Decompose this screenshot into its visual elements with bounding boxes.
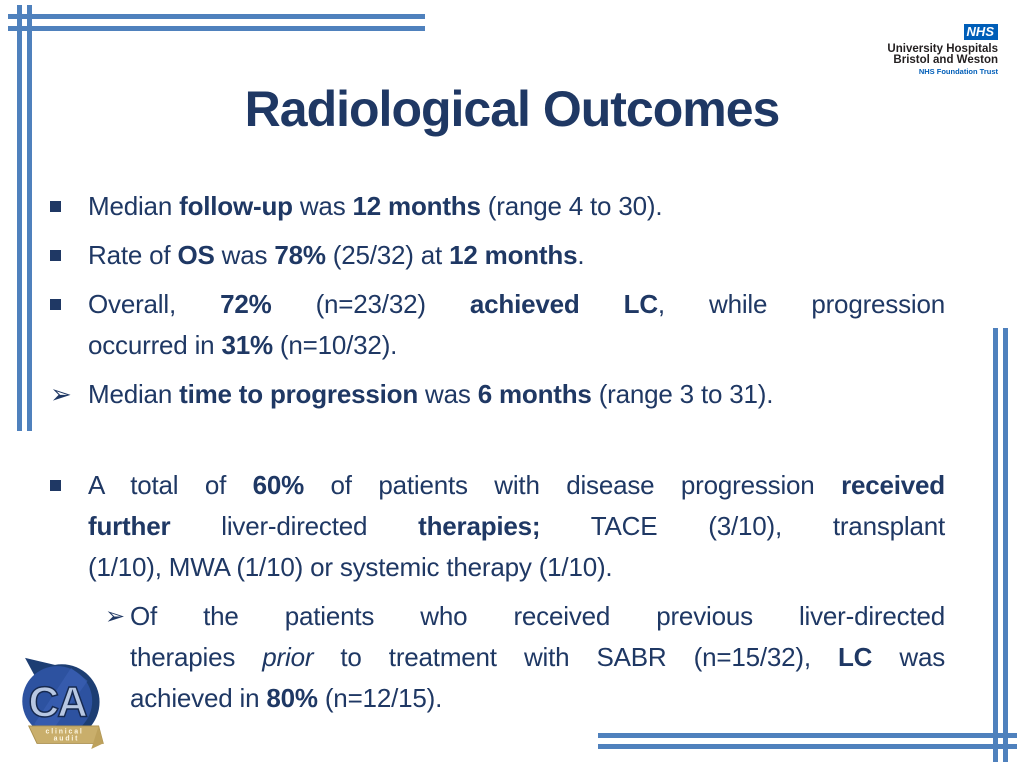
clinical-audit-logo: CA clinical audit (22, 657, 104, 749)
bullet-text: Of the patients who received previous li… (130, 596, 945, 719)
square-bullet-icon (50, 235, 88, 276)
nhs-org-name: University Hospitals Bristol and Weston (887, 44, 998, 65)
decor-line-left-vertical-1 (17, 5, 22, 431)
arrow-bullet-glyph: ➢ (50, 379, 72, 409)
decor-line-right-vertical-2 (1003, 328, 1008, 762)
decor-line-right-vertical-1 (993, 328, 998, 762)
bullet-list: Median follow-up was 12 months (range 4 … (50, 186, 945, 727)
bullet-text-line: Median follow-up was 12 months (range 4 … (88, 191, 663, 221)
square-bullet-glyph (50, 250, 61, 261)
decor-line-top-horizontal-1 (8, 14, 425, 19)
decor-line-left-vertical-2 (27, 5, 32, 431)
ca-logo-letters: CA (29, 679, 88, 726)
arrow-bullet-glyph: ➢ (105, 603, 125, 630)
page-title: Radiological Outcomes (244, 81, 781, 137)
bullet-item: A total of 60% of patients with disease … (50, 465, 945, 588)
bullet-text-line: (1/10), MWA (1/10) or systemic therapy (… (88, 552, 613, 582)
square-bullet-icon (50, 284, 88, 366)
nhs-org-line1: University Hospitals (887, 43, 998, 55)
nhs-icon: NHS (963, 24, 998, 40)
bullet-item: Median follow-up was 12 months (range 4 … (50, 186, 945, 227)
bullet-text: Overall, 72% (n=23/32) achieved LC, whil… (88, 284, 945, 366)
bullet-text-line: occurred in 31% (n=10/32). (88, 330, 398, 360)
bullet-text: A total of 60% of patients with disease … (88, 465, 945, 588)
ca-logo-banner-fold-icon (91, 725, 104, 749)
arrow-bullet-icon: ➢ (50, 374, 88, 415)
decor-line-bottom-horizontal-2 (598, 744, 1017, 749)
bullet-text-line: Of the patients who received previous li… (130, 601, 945, 631)
square-bullet-glyph (50, 480, 61, 491)
bullet-text: Median follow-up was 12 months (range 4 … (88, 186, 945, 227)
square-bullet-glyph (50, 299, 61, 310)
bullet-text-line: A total of 60% of patients with disease … (88, 470, 945, 500)
ca-logo-arrow-tail-icon (25, 657, 57, 682)
ca-logo-caption-line1: clinical (46, 728, 84, 735)
nhs-org-line2: Bristol and Weston (893, 53, 998, 66)
decor-line-top-horizontal-2 (8, 26, 425, 31)
bullet-text-line: further liver-directed therapies; TACE (… (88, 511, 946, 541)
nhs-trust-logo: NHS University Hospitals Bristol and Wes… (887, 24, 998, 76)
bullet-item: Rate of OS was 78% (25/32) at 12 months. (50, 235, 945, 276)
bullet-item: ➢ Median time to progression was 6 months… (50, 374, 945, 415)
bullet-text-line: Rate of OS was 78% (25/32) at 12 months. (88, 240, 585, 270)
arrow-bullet-icon: ➢ (105, 596, 130, 719)
bullet-text-line: achieved in 80% (n=12/15). (130, 683, 443, 713)
square-bullet-glyph (50, 201, 61, 212)
bullet-text-line: Median time to progression was 6 months … (88, 379, 774, 409)
bullet-item: Overall, 72% (n=23/32) achieved LC, whil… (50, 284, 945, 366)
square-bullet-icon (50, 186, 88, 227)
nhs-logo-text: NHS (966, 24, 994, 39)
bullet-text: Median time to progression was 6 months … (88, 374, 945, 415)
nhs-foundation-trust-label: NHS Foundation Trust (918, 67, 998, 76)
ca-logo-banner-icon (27, 725, 104, 744)
bullet-text-line: Overall, 72% (n=23/32) achieved LC, whil… (88, 289, 945, 319)
square-bullet-icon (50, 465, 88, 588)
bullet-item: ➢ Of the patients who received previous l… (105, 596, 945, 719)
ca-logo-band-icon (34, 667, 88, 736)
decor-line-bottom-horizontal-1 (598, 733, 1017, 738)
bullet-text: Rate of OS was 78% (25/32) at 12 months. (88, 235, 945, 276)
ca-logo-caption-line2: audit (54, 736, 80, 743)
bullet-text-line: therapies prior to treatment with SABR (… (130, 642, 945, 672)
